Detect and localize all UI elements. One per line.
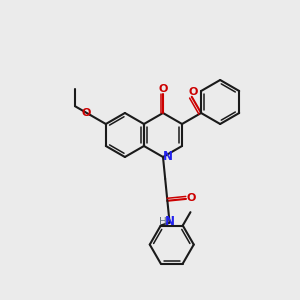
Text: O: O (82, 108, 91, 118)
Text: N: N (165, 215, 175, 228)
Text: O: O (186, 193, 196, 203)
Text: H: H (159, 217, 167, 227)
Text: O: O (158, 84, 168, 94)
Text: O: O (188, 87, 197, 97)
Text: N: N (163, 149, 173, 163)
